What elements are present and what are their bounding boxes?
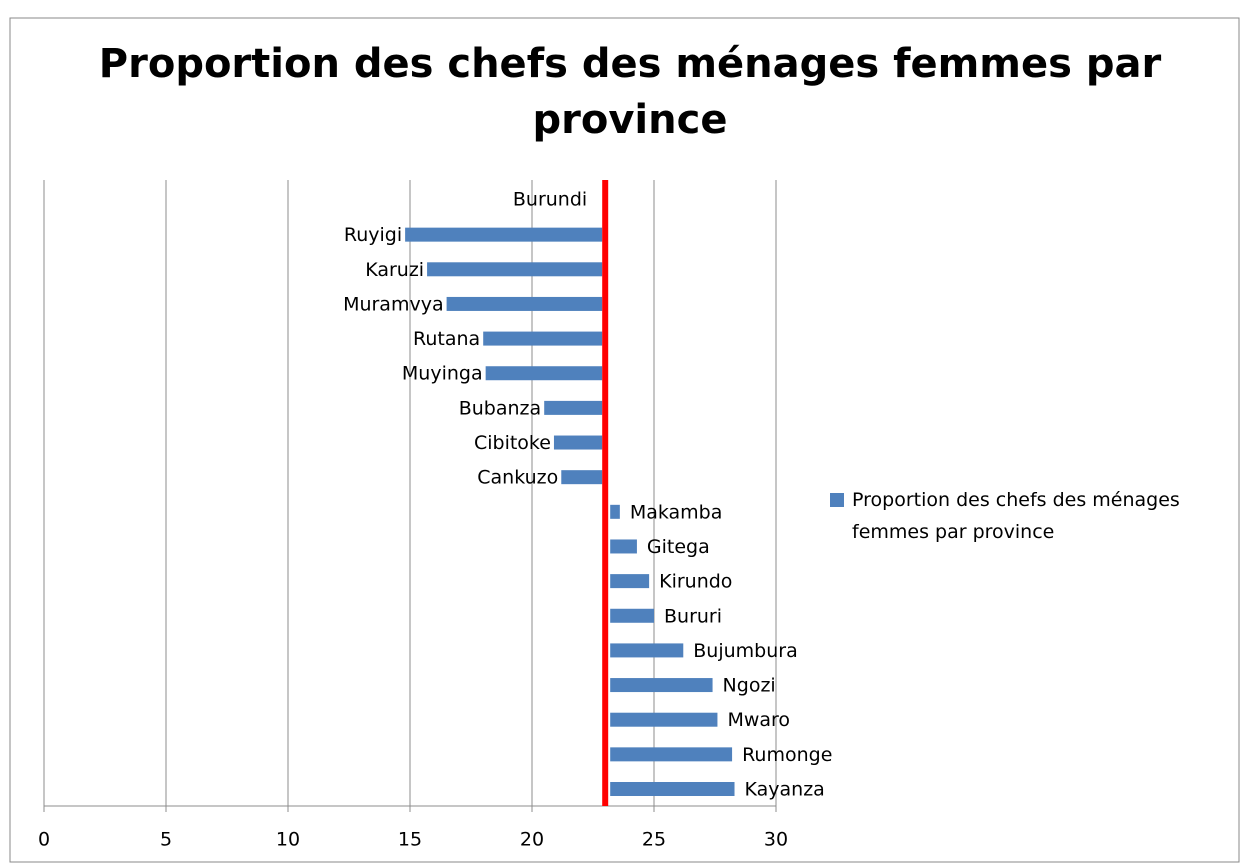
x-tick-label: 20 bbox=[520, 829, 544, 851]
legend-swatch bbox=[830, 493, 844, 507]
bar bbox=[483, 331, 603, 346]
category-label: Bujumbura bbox=[693, 640, 797, 662]
category-label: Rutana bbox=[413, 328, 480, 350]
category-label: Burundi bbox=[513, 189, 587, 211]
legend-label: Proportion des chefs des ménages femmes … bbox=[852, 489, 1180, 543]
chart-frame bbox=[9, 17, 1240, 863]
bar bbox=[610, 608, 654, 623]
bar bbox=[610, 574, 650, 589]
category-label: Bubanza bbox=[459, 397, 541, 419]
x-tick-label: 15 bbox=[398, 829, 422, 851]
bar bbox=[610, 504, 620, 519]
bar bbox=[610, 678, 713, 693]
category-label: Cankuzo bbox=[477, 467, 558, 489]
category-label: Muramvya bbox=[343, 293, 444, 315]
category-label: Ngozi bbox=[723, 675, 776, 697]
bar bbox=[427, 262, 603, 277]
bar bbox=[561, 470, 603, 485]
category-label: Bururi bbox=[664, 605, 722, 627]
category-label: Karuzi bbox=[365, 259, 424, 281]
category-label: Ruyigi bbox=[344, 224, 402, 246]
category-label: Muyinga bbox=[402, 363, 483, 385]
bar bbox=[446, 296, 603, 311]
bar bbox=[610, 539, 637, 554]
x-tick-label: 30 bbox=[764, 829, 788, 851]
bar bbox=[544, 400, 603, 415]
x-tick-label: 5 bbox=[160, 829, 172, 851]
bar bbox=[405, 227, 603, 242]
category-label: Kirundo bbox=[659, 571, 732, 593]
x-tick-label: 25 bbox=[642, 829, 666, 851]
bar bbox=[485, 366, 603, 381]
chart-title: Proportion des chefs des ménages femmes … bbox=[99, 41, 1162, 143]
category-label: Mwaro bbox=[727, 709, 790, 731]
category-label: Kayanza bbox=[745, 779, 825, 801]
bar bbox=[610, 782, 735, 796]
category-label: Makamba bbox=[630, 501, 723, 523]
category-label: Cibitoke bbox=[474, 432, 551, 454]
bar bbox=[610, 712, 718, 727]
category-label: Gitega bbox=[647, 536, 710, 558]
legend: Proportion des chefs des ménages femmes … bbox=[830, 484, 1230, 548]
x-tick-label: 0 bbox=[38, 829, 50, 851]
category-label: Rumonge bbox=[742, 744, 832, 766]
bar bbox=[610, 643, 684, 658]
x-tick-label: 10 bbox=[276, 829, 300, 851]
bar bbox=[610, 747, 733, 762]
bar bbox=[553, 435, 603, 450]
